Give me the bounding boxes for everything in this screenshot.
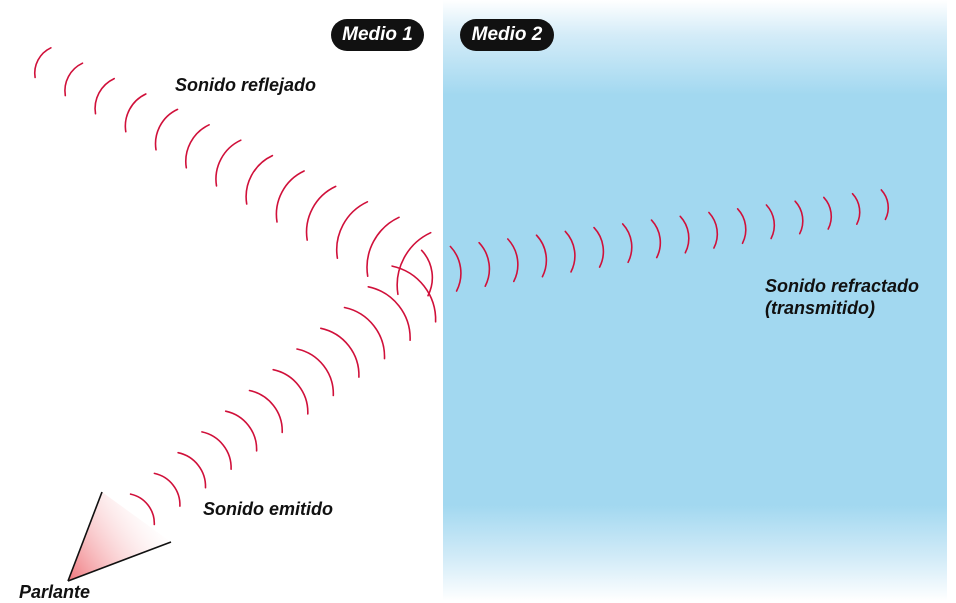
wavefront-arc xyxy=(33,47,52,79)
wavefront-arc xyxy=(245,154,274,205)
wavefront-arc xyxy=(593,226,605,268)
wavefront-arc xyxy=(201,431,232,470)
medium-2-label: Medio 2 xyxy=(460,19,554,51)
wavefront-arc xyxy=(343,306,386,360)
wavefront-arc xyxy=(396,231,432,296)
wavefront-arc xyxy=(535,234,548,278)
wavefront-arc xyxy=(765,204,776,240)
wavefront-arc xyxy=(420,249,434,297)
refracted-wave-group xyxy=(420,189,890,297)
wavefront-arc xyxy=(248,389,284,434)
wavefront-arc xyxy=(177,451,207,489)
wavefront-arc xyxy=(367,286,411,341)
wavefront-arc xyxy=(275,170,305,223)
speaker-icon xyxy=(67,491,172,582)
wavefront-arc xyxy=(305,185,337,241)
reflected-sound-label: Sonido reflejado xyxy=(175,75,317,95)
wavefront-arc xyxy=(679,215,690,254)
wavefront-arc xyxy=(391,265,437,323)
wavefront-arc xyxy=(650,219,662,259)
wavefront-arc xyxy=(296,348,335,397)
wavefront-arc xyxy=(507,238,519,283)
wavefront-arc xyxy=(185,124,210,169)
wavefront-arc xyxy=(708,211,719,249)
refracted-sound-label: Sonido refractado (transmitido) xyxy=(765,275,919,319)
wavefront-arc xyxy=(794,200,804,235)
wavefront-arc xyxy=(224,410,258,452)
wavefront-arc xyxy=(366,216,400,277)
refracted-sound-label-line1: Sonido refractado xyxy=(765,276,920,296)
emitted-wave-group xyxy=(129,265,437,526)
wavefront-arc xyxy=(478,241,491,287)
wavefront-arc xyxy=(320,327,360,378)
medium-1-label: Medio 1 xyxy=(331,19,424,51)
wavefront-arc xyxy=(215,139,242,187)
wavefront-arc xyxy=(564,230,576,273)
emitted-sound-label: Sonido emitido xyxy=(203,499,333,519)
wavefront-arc xyxy=(129,493,156,526)
reflected-wave-group xyxy=(33,47,432,296)
wavefront-arc xyxy=(64,62,84,97)
wavefront-arc xyxy=(336,201,369,259)
wavefront-arc xyxy=(272,368,309,415)
wavefront-arc xyxy=(823,196,833,230)
wavefront-arc xyxy=(154,108,179,151)
wavefront-arc xyxy=(880,189,890,221)
speaker-label: Parlante xyxy=(19,582,91,602)
wavefront-arc xyxy=(124,93,147,133)
wavefront-arc xyxy=(736,208,747,245)
wavefront-arc xyxy=(621,223,633,264)
wavefront-arc xyxy=(449,245,462,292)
wavefront-arc xyxy=(153,472,181,507)
medium-2-region xyxy=(443,0,947,601)
wavefront-arc xyxy=(94,77,115,115)
refracted-sound-label-line2: (transmitido) xyxy=(765,298,875,318)
wavefront-arc xyxy=(851,192,861,225)
